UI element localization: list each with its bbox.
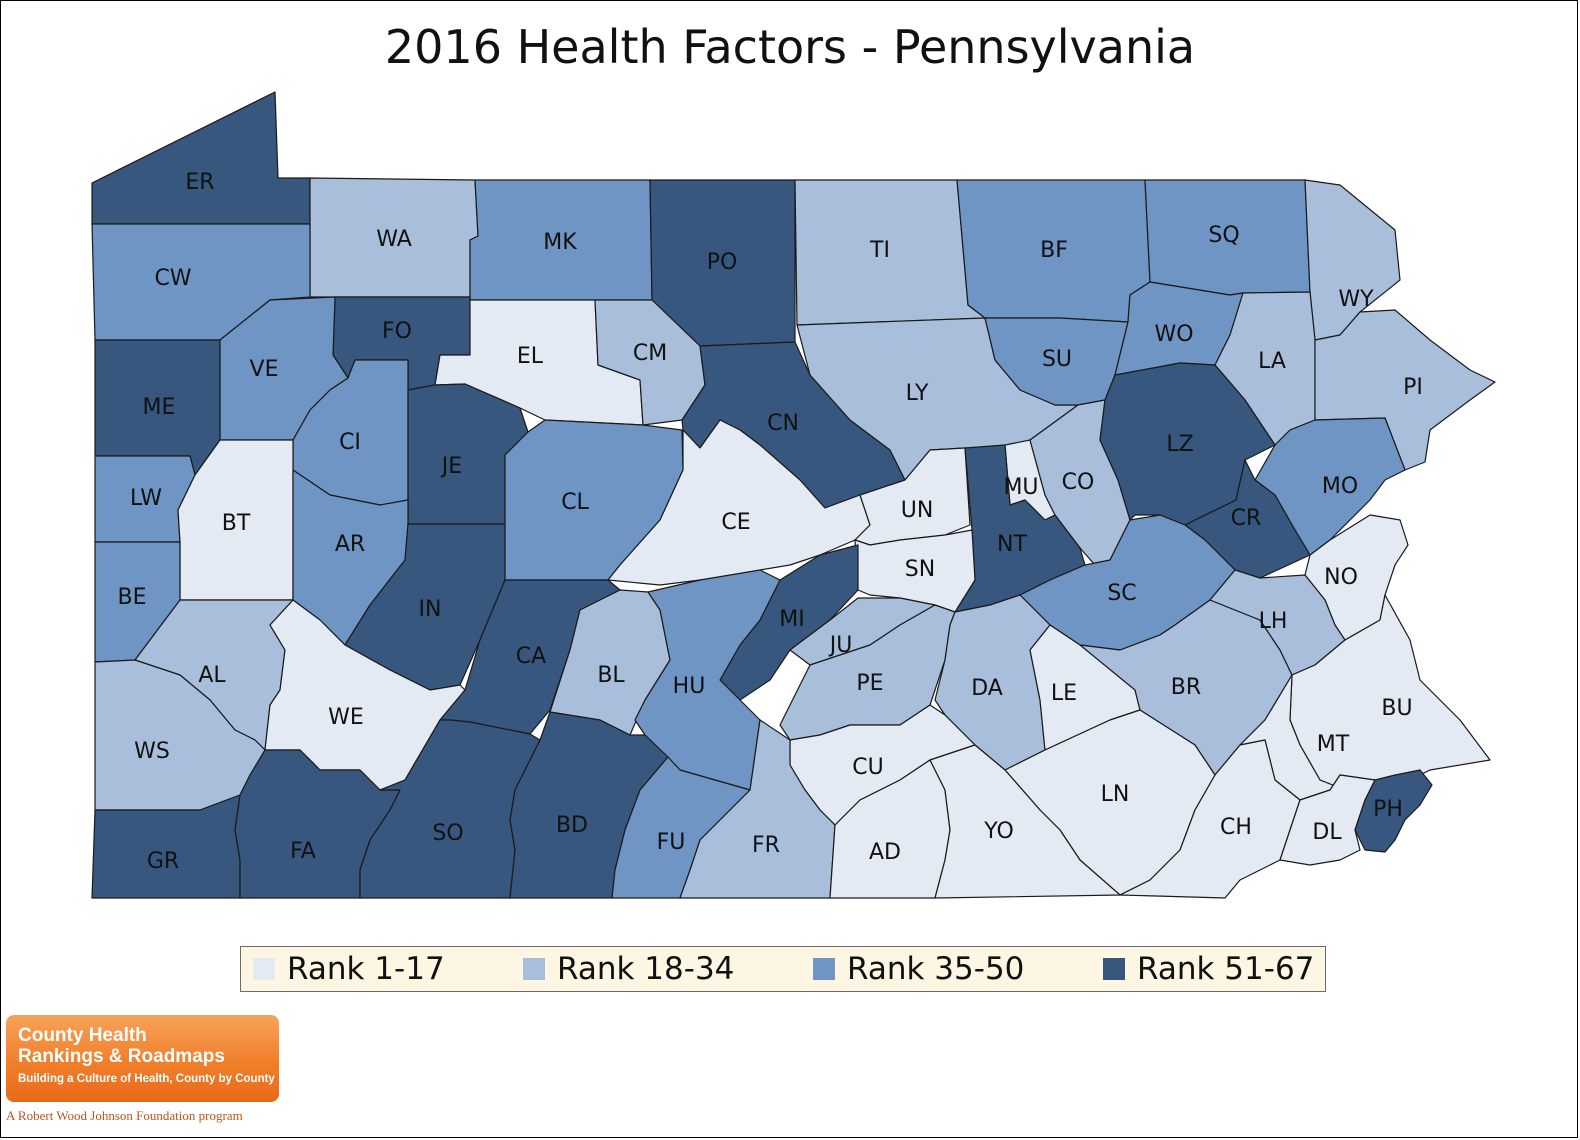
county-label-da: DA [971,676,1003,701]
county-label-el: EL [517,344,544,369]
legend-item-rank-1-17: Rank 1-17 [253,951,445,987]
county-label-me: ME [143,395,176,420]
legend-item-rank-51-67: Rank 51-67 [1103,951,1314,987]
county-label-bd: BD [556,813,588,838]
county-label-we: WE [328,705,364,730]
county-label-ti: TI [869,238,890,263]
county-label-fa: FA [290,839,316,864]
county-label-la: LA [1258,349,1286,374]
county-label-in: IN [419,597,442,622]
county-sn[interactable] [854,529,976,613]
county-label-ch: CH [1220,815,1252,840]
county-label-mu: MU [1003,475,1038,500]
county-label-sq: SQ [1208,223,1239,248]
county-health-rankings-logo[interactable]: County Health Rankings & Roadmaps Buildin… [6,1015,279,1102]
logo-title: County Health Rankings & Roadmaps [18,1025,225,1067]
county-label-nt: NT [997,532,1027,557]
county-label-bf: BF [1040,238,1068,263]
county-label-wo: WO [1154,322,1193,347]
county-label-mo: MO [1322,474,1358,499]
county-lh[interactable] [1209,569,1346,676]
legend-swatch [1103,958,1125,980]
county-gr[interactable] [91,794,241,899]
county-label-be: BE [118,585,147,610]
county-label-sn: SN [905,557,935,582]
county-label-sc: SC [1107,581,1136,606]
county-label-gr: GR [147,849,179,874]
county-label-lh: LH [1259,609,1288,634]
county-label-le: LE [1051,681,1077,706]
county-label-fr: FR [752,833,780,858]
legend-label: Rank 18-34 [557,951,735,987]
county-label-yo: YO [983,819,1014,844]
county-label-fo: FO [382,319,412,344]
county-ti[interactable] [794,179,986,326]
county-label-un: UN [901,498,934,523]
county-label-ju: JU [828,633,853,658]
county-er[interactable] [91,91,311,225]
county-label-fu: FU [657,830,686,855]
county-label-ci: CI [339,430,361,455]
county-label-ph: PH [1373,797,1403,822]
county-label-mi: MI [779,607,804,632]
county-dl[interactable] [1279,774,1376,866]
legend: Rank 1-17 Rank 18-34 Rank 35-50 Rank 51-… [240,946,1326,992]
county-label-cn: CN [767,411,799,436]
county-label-su: SU [1042,347,1072,372]
county-label-po: PO [707,250,738,275]
county-label-cw: CW [154,266,191,291]
county-yo[interactable] [929,744,1121,899]
legend-label: Rank 1-17 [287,951,445,987]
county-label-mt: MT [1317,732,1350,757]
legend-label: Rank 51-67 [1137,951,1315,987]
county-label-ca: CA [516,644,546,669]
county-label-bt: BT [222,511,251,536]
rwjf-footer: A Robert Wood Johnson Foundation program [6,1108,243,1123]
legend-swatch [253,958,275,980]
county-label-er: ER [185,170,214,195]
county-label-ln: LN [1101,782,1130,807]
county-label-cl: CL [561,490,589,515]
county-label-ce: CE [721,510,750,535]
county-label-cu: CU [852,755,883,780]
legend-swatch [813,958,835,980]
logo-tagline: Building a Culture of Health, County by … [18,1073,275,1085]
county-label-ve: VE [250,357,279,382]
county-label-pe: PE [856,671,883,696]
map-title: 2016 Health Factors - Pennsylvania [384,20,1196,74]
county-label-br: BR [1171,675,1201,700]
county-label-wa: WA [376,227,412,252]
county-label-wy: WY [1338,287,1374,312]
county-ph[interactable] [1354,769,1433,853]
county-label-ad: AD [869,840,901,865]
legend-item-rank-18-34: Rank 18-34 [523,951,734,987]
county-label-ly: LY [906,381,929,406]
county-label-lz: LZ [1166,432,1193,457]
county-label-ar: AR [335,532,365,557]
county-label-no: NO [1324,565,1358,590]
county-label-cr: CR [1231,506,1262,531]
county-label-lw: LW [130,486,162,511]
county-label-bu: BU [1381,696,1412,721]
county-label-dl: DL [1312,820,1342,845]
county-label-ws: WS [134,739,170,764]
legend-swatch [523,958,545,980]
county-label-co: CO [1062,470,1095,495]
county-label-mk: MK [543,230,577,255]
county-label-so: SO [432,821,463,846]
county-label-al: AL [198,663,226,688]
county-label-je: JE [440,454,462,479]
county-label-pi: PI [1403,375,1423,400]
county-label-cm: CM [633,341,667,366]
county-label-bl: BL [597,663,625,688]
legend-item-rank-35-50: Rank 35-50 [813,951,1024,987]
county-label-hu: HU [673,674,706,699]
legend-label: Rank 35-50 [847,951,1025,987]
